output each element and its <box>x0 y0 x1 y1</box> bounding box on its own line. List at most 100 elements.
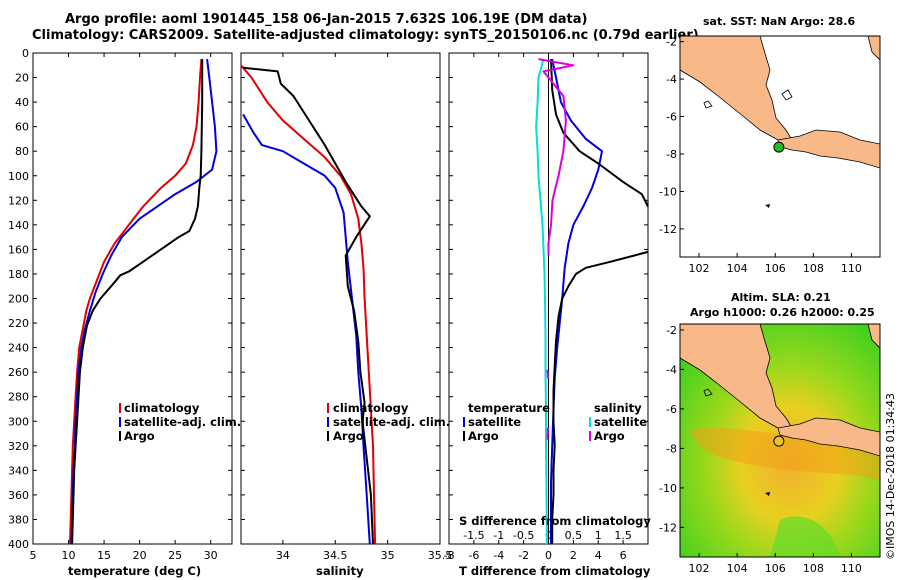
y-tick-label: 160 <box>8 243 29 256</box>
y-tick-label: 220 <box>8 317 29 330</box>
lon-tick-label: 106 <box>765 262 786 275</box>
x-tick-label: 6 <box>620 549 627 562</box>
legend-argo: Argo <box>333 429 364 443</box>
series-line-satellite-adj-clim- <box>242 113 371 545</box>
lon-tick-label: 108 <box>803 262 824 275</box>
lat-tick-label: -2 <box>666 36 677 49</box>
temperature-xlabel: temperature (deg C) <box>68 564 201 578</box>
lat-tick-label: -10 <box>659 185 677 198</box>
land-sumatra <box>680 36 793 141</box>
y-tick-label: 240 <box>8 342 29 355</box>
sla-map-title-2: Argo h1000: 0.26 h2000: 0.25 <box>690 306 875 319</box>
argo-marker-bottom <box>773 435 785 447</box>
lat-tick-label: -8 <box>666 442 677 455</box>
difference-xlabel: T difference from climatology <box>459 564 651 578</box>
legend-t-argo: Argo <box>468 429 499 443</box>
lon-tick-label: 104 <box>727 562 748 575</box>
legend-t-satellite: satellite <box>468 415 521 429</box>
title-line-1: Argo profile: aoml 1901445_158 06-Jan-20… <box>65 12 587 27</box>
y-tick-label: 80 <box>15 145 29 158</box>
y-tick-label: 0 <box>22 47 29 60</box>
sla-map-title-1: Altim. SLA: 0.21 <box>731 291 831 304</box>
y-tick-label: 140 <box>8 219 29 232</box>
y-tick-label: 180 <box>8 268 29 281</box>
salinity-xlabel: salinity <box>316 564 364 578</box>
land-borneo-tip <box>867 36 880 61</box>
series-line-argo <box>242 66 374 545</box>
legend-salinity-title: salinity <box>594 401 642 415</box>
lat-tick-label: -10 <box>659 482 677 495</box>
x-tick-label: 25 <box>168 549 182 562</box>
lat-tick-label: -4 <box>666 73 677 86</box>
sst-map-title: sat. SST: NaN Argo: 28.6 <box>703 15 855 28</box>
x-tick-label: 30 <box>204 549 218 562</box>
temperature-legend: climatology satellite-adj. clim. Argo <box>119 401 241 443</box>
legend-satellite-adj: satellite-adj. clim. <box>124 415 241 429</box>
x-tick-label: 2 <box>570 549 577 562</box>
legend-satellite-adj: satellite-adj. clim. <box>333 415 450 429</box>
series-line-s-argo <box>546 427 549 440</box>
series-line-t-argo <box>550 59 649 207</box>
x-tick-label: 35.5 <box>428 549 453 562</box>
salinity-legend: climatology satellite-adj. clim. Argo <box>327 401 450 443</box>
lon-tick-label: 108 <box>803 562 824 575</box>
series-line-argo <box>71 59 204 545</box>
difference-xlabel-top: S difference from climatology <box>459 514 651 528</box>
y-tick-label: 100 <box>8 170 29 183</box>
legend-argo: Argo <box>124 429 155 443</box>
lat-tick-label: -4 <box>666 363 677 376</box>
y-tick-label: 260 <box>8 366 29 379</box>
y-tick-label: 380 <box>8 513 29 526</box>
x-tick-label: 15 <box>97 549 111 562</box>
land-borneo-tip <box>867 324 880 349</box>
series-line-t-argo <box>551 250 649 544</box>
y-tick-label: 60 <box>15 121 29 134</box>
x-tick-label: 4 <box>595 549 602 562</box>
x-tick-label: -8 <box>444 549 455 562</box>
y-tick-label: 200 <box>8 293 29 306</box>
s-tick-label: -1 <box>493 529 504 542</box>
series-line-t-satellite <box>550 58 603 544</box>
x-tick-label: -2 <box>518 549 529 562</box>
series-line-s-satellite <box>535 58 548 545</box>
lat-tick-label: -12 <box>659 223 677 236</box>
series-line-climatology <box>69 59 203 545</box>
title-line-2: Climatology: CARS2009. Satellite-adjuste… <box>32 28 699 43</box>
series-line-climatology <box>240 64 377 545</box>
x-tick-label: -6 <box>468 549 479 562</box>
temperature-panel: 5 10 15 20 25 3002040608010012014016018020022… <box>8 47 241 578</box>
legend-temperature-title: temperature <box>468 401 550 415</box>
lon-tick-label: 102 <box>689 262 710 275</box>
y-tick-label: 300 <box>8 415 29 428</box>
lat-tick-label: -6 <box>666 111 677 124</box>
lat-tick-label: -6 <box>666 403 677 416</box>
s-tick-label: 1.5 <box>614 529 632 542</box>
sla-map: Altim. SLA: 0.21 Argo h1000: 0.26 h2000:… <box>659 291 881 575</box>
lon-tick-label: 102 <box>689 562 710 575</box>
y-tick-label: 340 <box>8 464 29 477</box>
x-tick-label: 34.5 <box>323 549 348 562</box>
argo-marker-top <box>773 141 785 153</box>
s-tick-label: 1 <box>595 529 602 542</box>
x-tick-label: 0 <box>545 549 552 562</box>
lon-tick-label: 110 <box>841 562 862 575</box>
s-tick-label: -0.5 <box>513 529 534 542</box>
legend-climatology: climatology <box>333 401 409 415</box>
series-line-s-argo <box>538 58 575 256</box>
s-tick-label: -1.5 <box>463 529 484 542</box>
lat-tick-label: -8 <box>666 148 677 161</box>
difference-legend: temperature satellite Argo salinity sate… <box>463 401 647 443</box>
x-tick-label: 5 <box>30 549 37 562</box>
land-java <box>777 417 880 457</box>
x-tick-label: 35 <box>381 549 395 562</box>
sst-map: sat. SST: NaN Argo: 28.6 102 104 106 108 110… <box>659 15 881 275</box>
lon-tick-label: 104 <box>727 262 748 275</box>
y-tick-label: 120 <box>8 194 29 207</box>
y-tick-label: 400 <box>8 538 29 551</box>
lon-tick-label: 106 <box>765 562 786 575</box>
imos-watermark: ©IMOS 14-Dec-2018 01:34:43 <box>884 393 897 560</box>
legend-s-satellite: satellite <box>594 415 647 429</box>
legend-s-argo: Argo <box>594 429 625 443</box>
